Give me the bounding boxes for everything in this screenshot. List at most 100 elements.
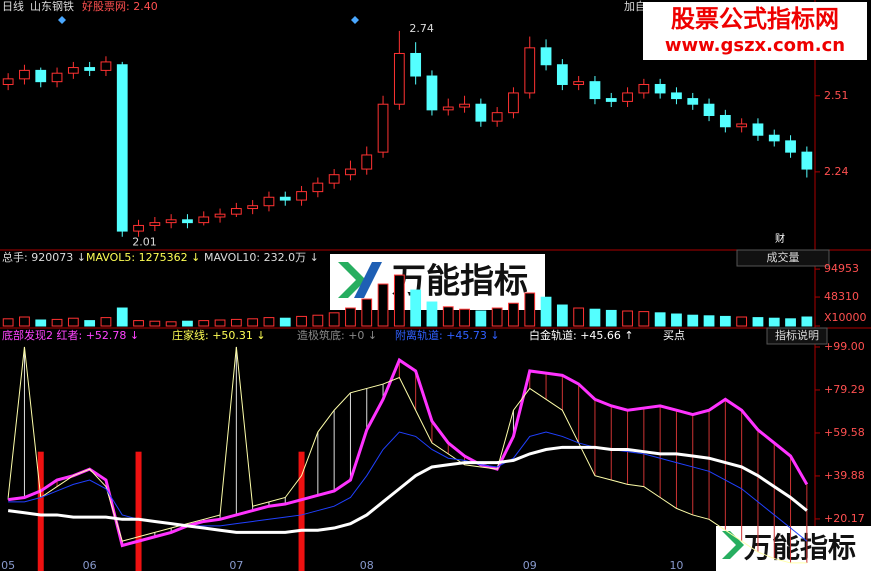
candle-body (35, 69, 47, 83)
volume-bar (638, 311, 650, 327)
volume-bar (508, 302, 519, 327)
candle-body (214, 213, 226, 218)
x-tick-label: 06 (83, 559, 97, 571)
volume-bar (393, 274, 405, 327)
candle-body (508, 92, 519, 114)
candle-body (459, 103, 470, 108)
volume-bar (671, 313, 682, 327)
candle-body (100, 61, 112, 71)
volume-bar (736, 316, 748, 327)
volume-bar (133, 320, 144, 327)
y-tick-label: 2.24 (824, 165, 849, 178)
volume-bar (785, 318, 796, 327)
volume-bar (361, 298, 373, 327)
candle-body (165, 219, 177, 224)
volume-bar (182, 320, 193, 327)
volume-bar (2, 318, 14, 327)
corner-button[interactable]: 加自 (624, 0, 646, 13)
candle-body (524, 47, 536, 94)
candle-body (19, 69, 30, 80)
candle-body (263, 196, 275, 207)
candle-body (84, 67, 96, 71)
candle-body (703, 103, 715, 116)
volume-bar (345, 307, 356, 327)
signal-bar (135, 451, 142, 571)
volume-bar (19, 316, 30, 327)
x-tick-label: 08 (360, 559, 374, 571)
volume-bar (312, 314, 324, 327)
candle-body (149, 222, 161, 226)
candle-body (230, 208, 242, 215)
logo-icon (722, 531, 744, 559)
signal-bar (298, 451, 305, 571)
volume-bar (654, 312, 666, 327)
candle-body (638, 83, 650, 94)
candle-body (736, 123, 748, 128)
candle-body (361, 154, 373, 170)
x-tick-label: 07 (229, 559, 243, 571)
volume-bar (116, 307, 128, 327)
volume-bar (752, 317, 764, 327)
candle-body (605, 98, 617, 102)
x-tick-label: 05 (1, 559, 15, 571)
volume-bar (687, 314, 699, 327)
candle-body (801, 151, 813, 170)
candle-body (2, 78, 14, 85)
volume-bar (768, 317, 780, 327)
volume-bar (165, 321, 177, 327)
candle-body (556, 64, 568, 85)
volume-bar (801, 316, 813, 327)
volume-bar (410, 289, 422, 327)
low-label: 2.01 (132, 236, 157, 249)
candle-body (312, 182, 324, 193)
volume-bar (67, 317, 79, 327)
candle-body (622, 92, 633, 102)
candle-body (752, 123, 764, 136)
candle-body (719, 114, 731, 128)
volume-bar (719, 315, 731, 327)
indicator-title: 指标说明 (775, 328, 819, 342)
stock-name: 山东钢铁 (30, 0, 74, 13)
candle-body (410, 52, 422, 77)
candle-body (654, 83, 666, 94)
indicator-header: 附离轨道: +45.73 ↓ (395, 328, 500, 342)
event-marker: 财 (775, 232, 785, 245)
volume-bar (214, 319, 226, 327)
volume-header: MAVOL5: 1275362 ↓ (86, 251, 200, 264)
period: 日线 (2, 0, 24, 13)
logo-icon (338, 262, 366, 298)
signal-bar (37, 451, 44, 571)
volume-title: 成交量 (767, 250, 800, 264)
y-tick-label: +99.00 (824, 340, 865, 353)
volume-bar (524, 292, 536, 327)
indicator-header: 买点 (663, 329, 685, 342)
candle-body (247, 205, 259, 210)
volume-bar (230, 318, 242, 327)
high-label: 2.74 (409, 22, 434, 35)
volume-bar (247, 318, 259, 327)
indicator-button[interactable] (766, 327, 828, 345)
indicator-line (7, 357, 809, 548)
candle-body (51, 72, 63, 83)
watermark-box (643, 2, 867, 60)
y-tick-label: 2.51 (824, 89, 849, 102)
candle-body (377, 103, 389, 153)
candle-body (442, 106, 454, 111)
volume-bar (377, 283, 389, 327)
y-tick-label: 94953 (824, 262, 859, 275)
candle-body (768, 134, 780, 142)
volume-bar (100, 317, 112, 327)
candle-body (328, 174, 340, 184)
volume-bar (622, 310, 633, 327)
volume-bar (475, 310, 487, 327)
volume-bar (573, 307, 585, 327)
indicator-header: 庄家线: +50.31 ↓ (172, 328, 266, 342)
volume-bar (703, 315, 715, 327)
indicator-button[interactable] (736, 249, 830, 267)
candle-body (671, 92, 682, 100)
logo-icon (354, 262, 382, 298)
volume-bar (491, 307, 503, 327)
volume-bar (556, 304, 568, 327)
candle-body (687, 98, 699, 105)
indicator-header: 底部发现2 红者: +52.78 ↓ (2, 328, 139, 342)
